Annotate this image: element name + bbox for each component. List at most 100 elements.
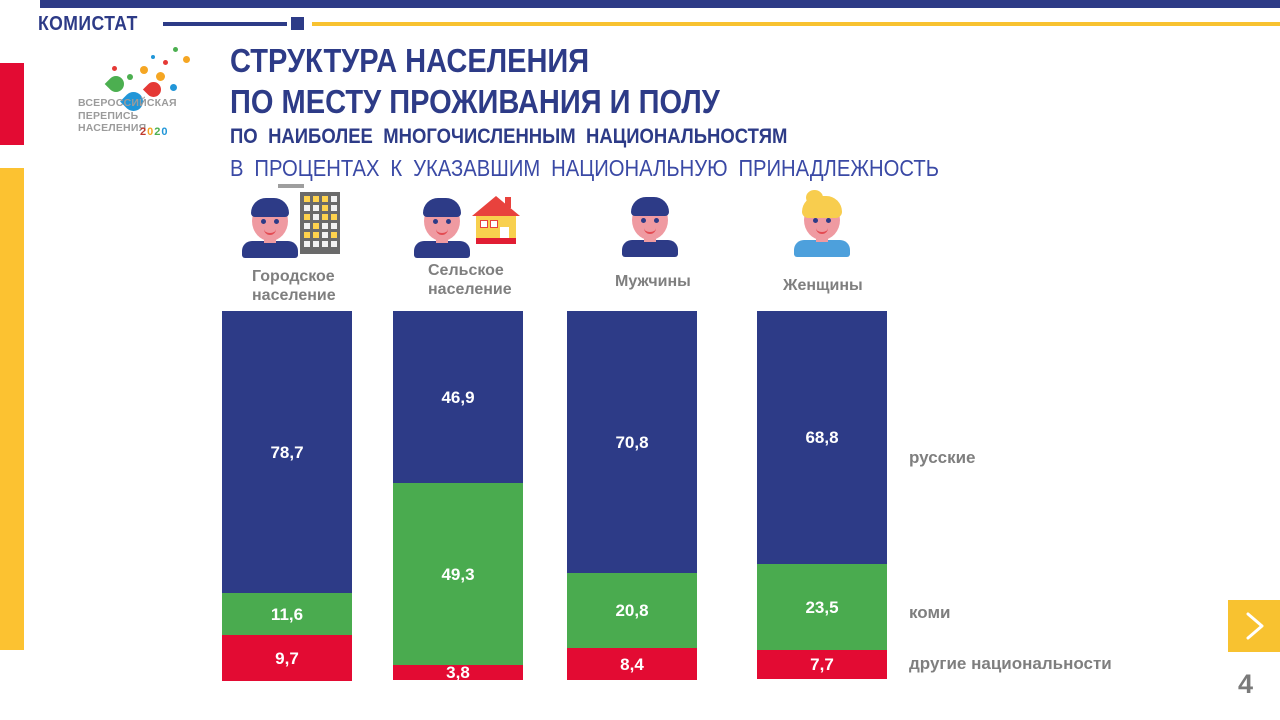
bar-segment: 20,8 (567, 573, 697, 648)
page-title-line1: СТРУКТУРА НАСЕЛЕНИЯ (230, 42, 590, 79)
logo-dot (112, 66, 117, 71)
stacked-bar: 68,8 23,5 7,7 (757, 311, 887, 679)
building-window (322, 214, 328, 220)
bar-value-label: 46,9 (441, 387, 475, 407)
title-underline-dash (278, 184, 304, 188)
bar-value-label: 78,7 (270, 442, 304, 462)
bar-value-label: 7,7 (810, 655, 834, 674)
bar-segment: 23,5 (757, 564, 887, 650)
bar-segment: 78,7 (222, 311, 352, 593)
building-window (331, 205, 337, 211)
person-icon (790, 190, 854, 257)
person-hair (631, 197, 669, 216)
building-window (304, 214, 310, 220)
house-roof (472, 196, 520, 216)
logo-year-digit: 2 (140, 126, 148, 138)
legend-russians: русские (909, 448, 976, 467)
person-hair (251, 198, 289, 217)
bar-value-label: 68,8 (805, 428, 839, 447)
urban-population-icon (238, 192, 350, 260)
bar-value-label: 11,6 (270, 604, 304, 624)
building-window (304, 232, 310, 238)
person-smile (264, 225, 276, 235)
building-window (322, 223, 328, 229)
stacked-bar: 78,7 11,6 9,7 (222, 311, 352, 681)
category-label-women: Женщины (783, 277, 863, 294)
legend-other-nationalities: другие национальности (909, 654, 1112, 673)
building-window (331, 196, 337, 202)
logo-dot (183, 56, 190, 63)
logo-year-2020: 2020 (140, 126, 169, 138)
category-label-men: Мужчины (615, 273, 691, 290)
legend-komi: коми (909, 603, 951, 622)
building-window (313, 241, 319, 247)
top-navy-strip (40, 0, 1280, 8)
building-window (313, 196, 319, 202)
page-subtitle: ПО НАИБОЛЕЕ МНОГОЧИСЛЕННЫМ НАЦИОНАЛЬНОСТ… (230, 125, 788, 148)
female-icon (762, 190, 874, 260)
house-base (476, 238, 516, 244)
logo-text-line1: ВСЕРОССИЙСКАЯ (78, 97, 177, 109)
logo-person-green (104, 72, 128, 96)
category-label-urban: Городское население (252, 268, 336, 305)
header-navy-square (291, 17, 304, 30)
logo-text: ВСЕРОССИЙСКАЯ ПЕРЕПИСЬ НАСЕЛЕНИЯ (78, 97, 177, 135)
house-door (500, 227, 509, 238)
left-gold-bar (0, 168, 24, 650)
logo-year-digit: 0 (161, 126, 169, 138)
bar-segment: 8,4 (567, 648, 697, 680)
building-window (313, 205, 319, 211)
building-window (313, 223, 319, 229)
person-hair (802, 196, 842, 218)
bar-segment: 70,8 (567, 311, 697, 573)
logo-dot (140, 66, 148, 74)
bar-value-label: 9,7 (275, 648, 299, 668)
bar-value-label: 8,4 (620, 654, 644, 674)
building-window (304, 223, 310, 229)
house-window (490, 220, 498, 228)
logo-dot (156, 72, 165, 81)
bar-segment: 46,9 (393, 311, 523, 483)
person-eye (826, 218, 831, 223)
bar-value-label: 70,8 (615, 432, 649, 452)
next-slide-button[interactable] (1228, 600, 1280, 652)
logo-dot (151, 55, 155, 59)
person-shoulders (242, 241, 298, 258)
stacked-bar: 46,9 49,3 3,8 (393, 311, 523, 682)
person-smile (644, 224, 656, 234)
building-window (313, 214, 319, 220)
building-window (313, 232, 319, 238)
logo-year-digit: 2 (154, 126, 162, 138)
building-window (322, 232, 328, 238)
building-window (304, 205, 310, 211)
brand-komistat: КОМИСТАТ (38, 13, 138, 35)
bar-value-label: 3,8 (446, 663, 470, 682)
page-title-line2: ПО МЕСТУ ПРОЖИВАНИЯ И ПОЛУ (230, 83, 720, 120)
male-icon (590, 192, 702, 260)
logo-text-line3: НАСЕЛЕНИЯ (78, 122, 147, 135)
bar-value-label: 23,5 (805, 597, 839, 617)
header-gold-line (312, 22, 1280, 26)
bar-segment: 3,8 (393, 663, 523, 682)
building-window (304, 196, 310, 202)
rural-population-icon (408, 192, 520, 260)
building-window (331, 223, 337, 229)
person-smile (816, 224, 828, 234)
person-eye (641, 218, 646, 223)
bar-value-label: 49,3 (441, 564, 475, 584)
person-shoulders (794, 240, 850, 257)
building-window (304, 241, 310, 247)
person-icon (238, 198, 302, 258)
bar-segment: 9,7 (222, 635, 352, 681)
building-window (331, 232, 337, 238)
header-navy-line (163, 22, 287, 26)
logo-dot (170, 84, 177, 91)
page-note: В ПРОЦЕНТАХ К УКАЗАВШИМ НАЦИОНАЛЬНУЮ ПРИ… (230, 155, 939, 181)
building-icon (300, 192, 340, 254)
logo-dot (163, 60, 168, 65)
person-eye (261, 219, 266, 224)
bar-segment: 68,8 (757, 311, 887, 564)
bar-segment: 11,6 (222, 593, 352, 635)
house-window (480, 220, 488, 228)
